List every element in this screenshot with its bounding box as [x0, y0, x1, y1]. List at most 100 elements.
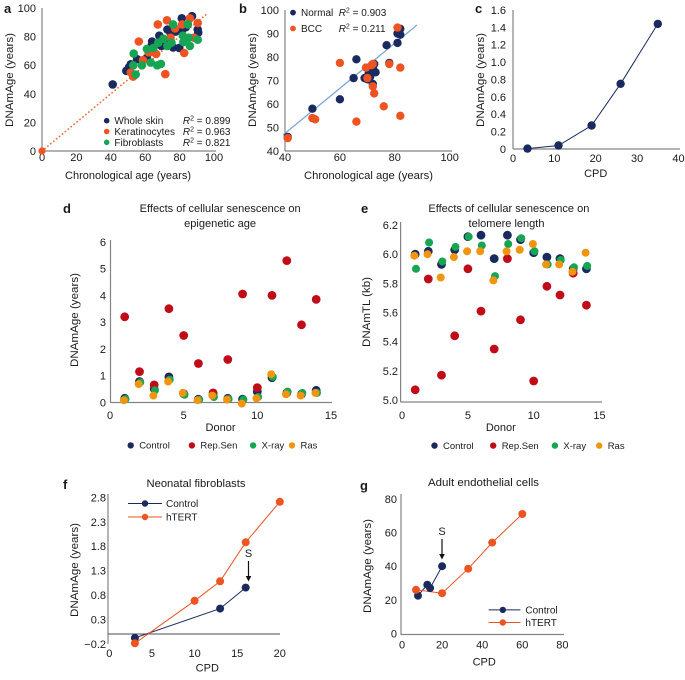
svg-text:d: d [63, 201, 71, 216]
svg-text:30: 30 [631, 153, 643, 165]
svg-text:BCC: BCC [301, 24, 322, 35]
svg-text:50: 50 [267, 123, 279, 135]
svg-text:Rep.Sen: Rep.Sen [502, 441, 539, 452]
svg-text:40: 40 [672, 153, 684, 165]
svg-text:80: 80 [389, 152, 401, 164]
svg-text:Chronological age (years): Chronological age (years) [304, 170, 433, 182]
svg-text:R2 = 0.821: R2 = 0.821 [183, 137, 231, 149]
svg-text:20: 20 [385, 595, 397, 607]
svg-text:5: 5 [100, 264, 106, 276]
svg-text:80: 80 [556, 640, 568, 652]
svg-text:0: 0 [510, 153, 516, 165]
svg-text:15: 15 [325, 410, 337, 422]
svg-text:hTERT: hTERT [525, 618, 557, 629]
svg-text:60: 60 [334, 152, 346, 164]
svg-text:X-ray: X-ray [563, 441, 586, 452]
svg-text:1.8: 1.8 [91, 541, 106, 553]
svg-text:Control: Control [166, 499, 198, 510]
svg-text:R2 = 0.963: R2 = 0.963 [183, 127, 231, 139]
svg-text:80: 80 [24, 32, 36, 44]
svg-text:1.3: 1.3 [91, 566, 106, 578]
svg-text:Keratinocytes: Keratinocytes [114, 127, 175, 138]
svg-text:100: 100 [205, 152, 223, 164]
svg-text:100: 100 [441, 152, 459, 164]
svg-text:20: 20 [24, 117, 36, 129]
svg-text:4: 4 [100, 290, 106, 302]
svg-text:Chronological age (years): Chronological age (years) [65, 170, 191, 182]
svg-text:b: b [239, 1, 247, 16]
svg-text:Ras: Ras [608, 441, 625, 452]
svg-text:15: 15 [231, 648, 243, 660]
svg-text:f: f [63, 477, 68, 492]
svg-text:Effects of cellular senescence: Effects of cellular senescence on [428, 203, 589, 215]
svg-text:CPD: CPD [196, 663, 219, 675]
svg-text:g: g [360, 478, 368, 493]
svg-text:40: 40 [105, 152, 117, 164]
svg-text:Ras: Ras [301, 441, 318, 452]
svg-text:20: 20 [590, 153, 602, 165]
svg-text:a: a [4, 1, 12, 16]
svg-text:R2 = 0.899: R2 = 0.899 [183, 116, 231, 128]
svg-text:100: 100 [261, 5, 279, 17]
svg-text:c: c [475, 1, 482, 16]
svg-text:6.2: 6.2 [383, 220, 398, 232]
svg-text:Adult endothelial cells: Adult endothelial cells [428, 477, 540, 489]
svg-text:hTERT: hTERT [166, 513, 198, 524]
svg-text:40: 40 [476, 640, 488, 652]
svg-text:Effects of cellular senescence: Effects of cellular senescence on [140, 203, 301, 215]
svg-text:DNAmAge (years): DNAmAge (years) [69, 273, 81, 367]
svg-text:0: 0 [391, 629, 397, 641]
svg-text:0.8: 0.8 [491, 75, 506, 87]
svg-text:100: 100 [18, 3, 36, 15]
svg-text:Control: Control [525, 605, 557, 616]
svg-text:20: 20 [274, 648, 286, 660]
svg-text:5.8: 5.8 [383, 278, 398, 290]
svg-text:S: S [245, 548, 252, 560]
svg-text:Rep.Sen: Rep.Sen [200, 441, 237, 452]
svg-text:5.4: 5.4 [383, 337, 398, 349]
svg-text:CPD: CPD [584, 168, 607, 180]
svg-text:0.6: 0.6 [491, 92, 506, 104]
svg-text:60: 60 [24, 60, 36, 72]
svg-text:X-ray: X-ray [262, 441, 285, 452]
svg-text:10: 10 [548, 153, 560, 165]
svg-text:5: 5 [181, 410, 187, 422]
svg-text:R2 = 0.211: R2 = 0.211 [339, 24, 386, 36]
svg-text:2.8: 2.8 [91, 492, 106, 504]
svg-text:Donor: Donor [206, 422, 236, 434]
svg-text:telomere length: telomere length [469, 218, 545, 230]
svg-text:6.0: 6.0 [383, 249, 398, 261]
svg-text:Control: Control [443, 441, 474, 452]
svg-text:1.6: 1.6 [491, 5, 506, 17]
svg-text:0.3: 0.3 [91, 614, 106, 626]
svg-text:10: 10 [528, 410, 540, 422]
svg-text:60: 60 [516, 640, 528, 652]
svg-text:60: 60 [267, 99, 279, 111]
svg-text:epigenetic age: epigenetic age [184, 218, 256, 230]
svg-text:60: 60 [139, 152, 151, 164]
svg-text:S: S [438, 526, 445, 538]
svg-text:10: 10 [251, 410, 263, 422]
svg-text:3: 3 [100, 317, 106, 329]
svg-text:e: e [361, 201, 368, 216]
svg-text:1.2: 1.2 [491, 40, 506, 52]
svg-text:0: 0 [107, 410, 113, 422]
svg-text:60: 60 [385, 528, 397, 540]
svg-text:Normal: Normal [301, 8, 333, 19]
svg-text:0: 0 [399, 640, 405, 652]
svg-text:0.2: 0.2 [491, 127, 506, 139]
svg-text:6: 6 [100, 237, 106, 249]
svg-text:0: 0 [399, 410, 405, 422]
svg-text:2: 2 [100, 344, 106, 356]
svg-text:5.2: 5.2 [383, 366, 398, 378]
svg-text:70: 70 [267, 76, 279, 88]
svg-text:20: 20 [436, 640, 448, 652]
svg-text:40: 40 [24, 89, 36, 101]
svg-text:DNAmAge (years): DNAmAge (years) [247, 33, 259, 127]
svg-text:2.3: 2.3 [91, 517, 106, 529]
svg-text:20: 20 [70, 152, 82, 164]
svg-text:5.0: 5.0 [383, 395, 398, 407]
svg-text:15: 15 [593, 410, 605, 422]
svg-text:80: 80 [173, 152, 185, 164]
svg-text:0: 0 [39, 152, 45, 164]
